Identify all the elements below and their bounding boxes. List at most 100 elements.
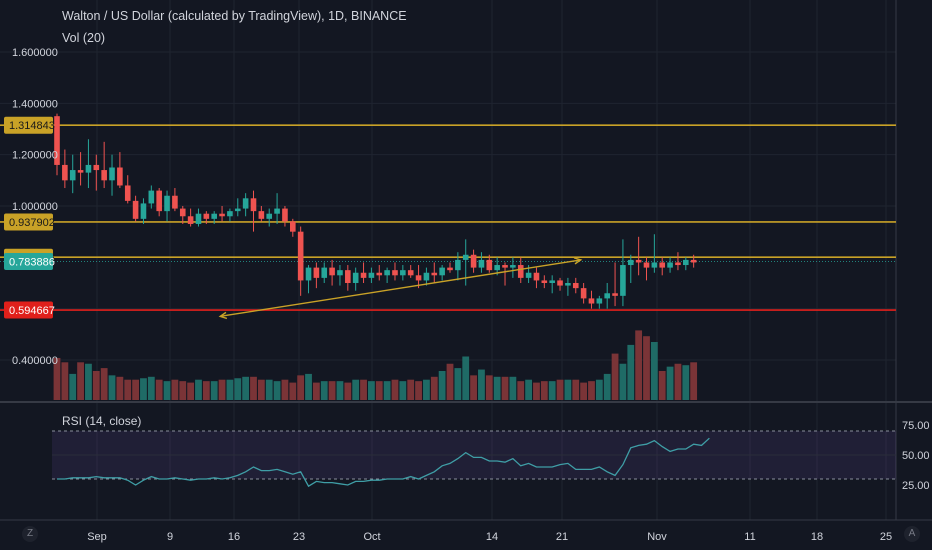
candle-body xyxy=(117,167,123,186)
volume-bar xyxy=(399,381,407,400)
candle-body xyxy=(329,267,335,276)
price-label-box xyxy=(4,252,53,270)
candle-body xyxy=(219,213,225,217)
candle-body xyxy=(313,267,320,278)
candle-body xyxy=(549,280,555,284)
candle-body xyxy=(368,272,375,278)
candle-body xyxy=(415,275,422,281)
timezone-button[interactable]: Z xyxy=(22,526,38,542)
candle-body xyxy=(242,198,249,209)
volume-bar xyxy=(226,379,234,400)
volume-bar xyxy=(336,381,344,400)
rsi-pane xyxy=(52,430,896,488)
trendline-arrow-start xyxy=(218,311,228,320)
candlesticks xyxy=(54,113,697,309)
volume-bar xyxy=(344,382,352,400)
volume-bar xyxy=(462,356,470,400)
time-tick-label: Nov xyxy=(647,531,667,543)
volume-bar xyxy=(53,357,61,400)
volume-bar xyxy=(132,379,139,400)
candle-body xyxy=(620,265,626,296)
candle-body xyxy=(258,211,265,219)
candle-body xyxy=(690,259,697,263)
price-tick-label: 0.400000 xyxy=(12,355,58,367)
chart-title: Walton / US Dollar (calculated by Tradin… xyxy=(62,9,407,23)
volume-bar xyxy=(509,376,517,400)
candle-body xyxy=(431,272,438,276)
candle-body xyxy=(172,195,178,209)
volume-bar xyxy=(611,353,619,400)
candle-body xyxy=(195,213,202,224)
volume-bar xyxy=(108,375,116,400)
candle-body xyxy=(541,280,548,284)
candle-body xyxy=(321,267,328,278)
candle-body xyxy=(187,216,194,224)
volume-bar xyxy=(234,378,242,400)
volume-bar xyxy=(77,362,84,400)
volume-bar xyxy=(580,382,588,400)
volume-bar xyxy=(305,373,312,400)
time-tick-label: 25 xyxy=(880,531,892,543)
price-tick-label: 1.200000 xyxy=(12,150,58,162)
candle-body xyxy=(517,265,524,278)
time-tick-label: Oct xyxy=(363,531,380,543)
candle-body xyxy=(211,213,217,219)
candle-body xyxy=(635,259,642,263)
volume-bar xyxy=(383,381,391,400)
candle-body xyxy=(627,259,634,266)
candle-body xyxy=(423,272,430,281)
auto-scale-button[interactable]: A xyxy=(904,526,920,542)
price-label-box xyxy=(4,213,53,231)
volume-bar xyxy=(595,379,603,400)
candle-body xyxy=(604,293,610,299)
candle-body xyxy=(502,265,508,268)
candle-body xyxy=(588,298,595,304)
volume-bar xyxy=(147,376,155,400)
candle-body xyxy=(596,298,603,304)
volume-bar xyxy=(690,362,698,400)
volume-bar xyxy=(682,365,690,400)
rsi-indicator-label[interactable]: RSI (14, close) xyxy=(62,414,142,428)
candle-body xyxy=(234,208,241,212)
volume-bar xyxy=(92,371,100,400)
candle-body xyxy=(250,198,257,212)
volume-bar xyxy=(155,379,163,400)
volume-bar xyxy=(312,382,320,400)
candle-body xyxy=(54,116,60,165)
candle-body xyxy=(93,164,100,171)
volume-bar xyxy=(588,381,595,400)
candle-body xyxy=(274,208,280,214)
volume-bars xyxy=(53,330,698,400)
volume-bar xyxy=(635,330,643,400)
volume-bar xyxy=(116,376,124,400)
price-label-text: 0.783886 xyxy=(9,256,55,268)
time-tick-label: 16 xyxy=(228,531,240,543)
volume-bar xyxy=(603,373,611,400)
price-label-text: 0.937902 xyxy=(9,217,55,229)
price-label-text: 1.314843 xyxy=(9,120,55,132)
volume-bar xyxy=(187,382,195,400)
volume-bar xyxy=(281,379,289,400)
candle-body xyxy=(557,280,563,286)
volume-bar xyxy=(257,379,265,400)
candle-body xyxy=(643,262,650,268)
volume-indicator-label[interactable]: Vol (20) xyxy=(62,31,106,45)
volume-bar xyxy=(179,381,187,400)
candle-body xyxy=(667,262,673,268)
candle-body xyxy=(77,170,84,173)
candle-body xyxy=(124,185,131,201)
candle-body xyxy=(352,272,359,284)
grid-lines xyxy=(0,0,932,521)
volume-bar xyxy=(643,336,650,400)
volume-bar xyxy=(470,375,477,400)
volume-bar xyxy=(517,381,525,400)
volume-bar xyxy=(320,381,328,400)
candle-body xyxy=(69,170,76,181)
volume-bar xyxy=(265,379,273,400)
trendline-arrow-end xyxy=(573,257,583,265)
candle-body xyxy=(360,272,367,278)
price-axis: 1.600000 1.400000 1.200000 1.000000 0.400000… xyxy=(4,47,930,492)
candle-body xyxy=(494,265,500,271)
volume-bar xyxy=(163,381,171,400)
volume-bar xyxy=(446,363,454,400)
